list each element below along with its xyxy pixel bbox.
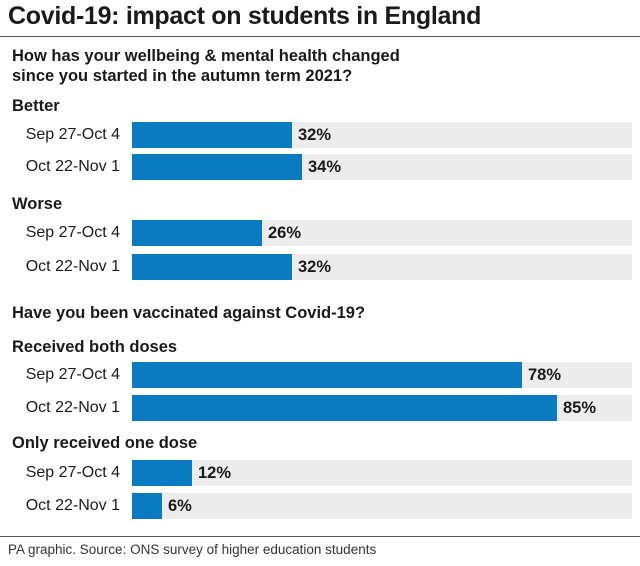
bar-category-label: Oct 22-Nov 1 xyxy=(25,258,120,275)
bar-track xyxy=(132,493,632,519)
bar-track xyxy=(132,362,632,388)
bar-value-label: 12% xyxy=(198,464,232,482)
source-note: PA graphic. Source: ONS survey of higher… xyxy=(8,542,377,557)
bar-value-label: 6% xyxy=(168,497,192,515)
bar xyxy=(132,154,302,180)
bar xyxy=(132,395,557,421)
bar-row: Oct 22-Nov 1 6% xyxy=(0,493,640,519)
bar xyxy=(132,460,192,486)
group-label-worse: Worse xyxy=(12,195,63,213)
bar-track xyxy=(132,220,632,246)
bar-track xyxy=(132,460,632,486)
group-label-one-dose: Only received one dose xyxy=(12,434,198,452)
bar-category-label: Sep 27-Oct 4 xyxy=(25,224,120,241)
bar-row: Oct 22-Nov 1 34% xyxy=(0,154,640,180)
group-label-better: Better xyxy=(12,97,60,115)
question-wellbeing-line-2: since you started in the autumn term 202… xyxy=(12,67,353,85)
footer-divider xyxy=(0,536,640,537)
bar-category-label: Oct 22-Nov 1 xyxy=(25,158,120,175)
bar xyxy=(132,122,292,148)
bar-value-label: 32% xyxy=(298,258,332,276)
bar-category-label: Sep 27-Oct 4 xyxy=(25,366,120,383)
bar-value-label: 26% xyxy=(268,224,302,242)
bar-row: Sep 27-Oct 4 78% xyxy=(0,362,640,388)
bar-value-label: 32% xyxy=(298,126,332,144)
bar-category-label: Sep 27-Oct 4 xyxy=(25,464,120,481)
bar-category-label: Oct 22-Nov 1 xyxy=(25,399,120,416)
bar-category-label: Sep 27-Oct 4 xyxy=(25,126,120,143)
bar-track xyxy=(132,254,632,280)
bar xyxy=(132,220,262,246)
bar-value-label: 85% xyxy=(563,399,597,417)
bar-row: Oct 22-Nov 1 85% xyxy=(0,395,640,421)
question-wellbeing-line-1: How has your wellbeing & mental health c… xyxy=(12,47,400,65)
bar-value-label: 34% xyxy=(308,158,342,176)
bar-category-label: Oct 22-Nov 1 xyxy=(25,497,120,514)
group-label-both-doses: Received both doses xyxy=(12,338,178,356)
bar xyxy=(132,362,522,388)
bar-row: Oct 22-Nov 1 32% xyxy=(0,254,640,280)
bar-track xyxy=(132,122,632,148)
bar-value-label: 78% xyxy=(528,366,562,384)
bar xyxy=(132,254,292,280)
bar xyxy=(132,493,162,519)
chart-title: Covid-19: impact on students in England xyxy=(8,2,482,30)
bar-row: Sep 27-Oct 4 12% xyxy=(0,460,640,486)
bar-row: Sep 27-Oct 4 32% xyxy=(0,122,640,148)
question-vaccination: Have you been vaccinated against Covid-1… xyxy=(12,304,366,322)
bar-track xyxy=(132,154,632,180)
bar-track xyxy=(132,395,632,421)
bar-row: Sep 27-Oct 4 26% xyxy=(0,220,640,246)
title-divider xyxy=(0,36,640,37)
question-wellbeing: How has your wellbeing & mental health c… xyxy=(12,46,400,86)
